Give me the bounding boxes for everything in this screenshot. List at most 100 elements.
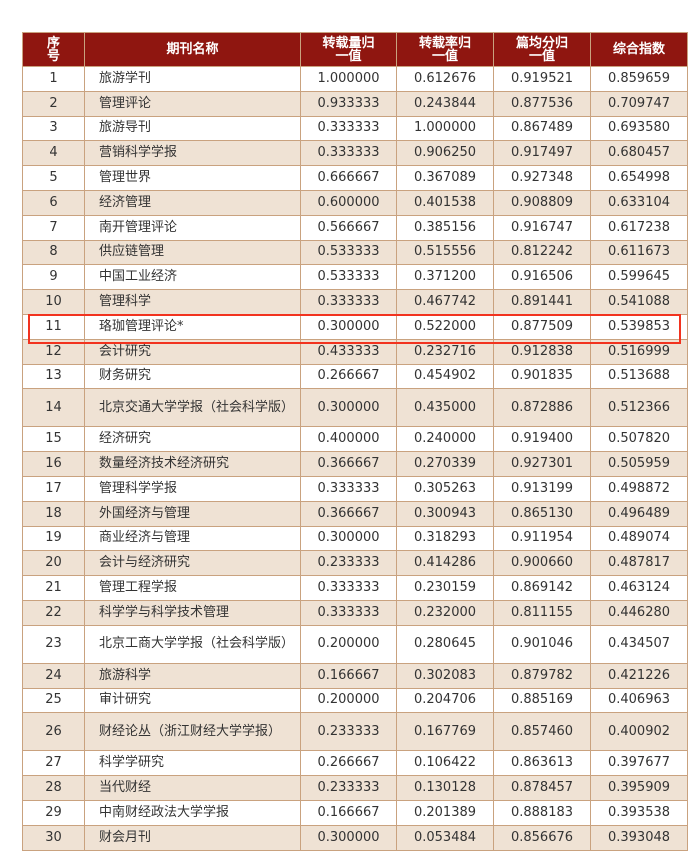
- cell-reprint-rate-norm: 0.522000: [396, 313, 494, 340]
- cell-reprint-count-norm: 0.233333: [300, 712, 397, 752]
- cell-reprint-rate-norm: 0.300943: [396, 500, 494, 527]
- cell-reprint-rate-norm: 0.435000: [396, 388, 494, 428]
- table-row: 24 旅游科学 0.166667 0.302083 0.879782 0.421226: [22, 662, 688, 689]
- cell-rank: 10: [22, 289, 85, 315]
- cell-avg-score-norm: 0.877536: [493, 90, 591, 117]
- table-row: 27 科学学研究 0.266667 0.106422 0.863613 0.397677: [22, 750, 688, 777]
- cell-reprint-count-norm: 0.533333: [300, 264, 397, 291]
- cell-journal-name: 管理科学学报: [84, 475, 301, 502]
- cell-journal-name: 财务研究: [84, 363, 301, 390]
- table-row: 28 当代财经 0.233333 0.130128 0.878457 0.395909: [22, 775, 688, 801]
- cell-reprint-count-norm: 0.333333: [300, 575, 397, 601]
- cell-reprint-rate-norm: 0.106422: [396, 750, 494, 777]
- cell-journal-name: 当代财经: [84, 775, 301, 801]
- cell-reprint-count-norm: 0.200000: [300, 624, 397, 664]
- table-row: 12 会计研究 0.433333 0.232716 0.912838 0.516999: [22, 338, 688, 365]
- cell-journal-name: 北京工商大学学报（社会科学版）: [84, 624, 301, 664]
- cell-rank: 23: [22, 624, 85, 664]
- cell-rank: 8: [22, 239, 85, 266]
- cell-journal-name: 科学学与科学技术管理: [84, 599, 301, 626]
- cell-avg-score-norm: 0.891441: [493, 289, 591, 315]
- cell-journal-name: 管理科学: [84, 289, 301, 315]
- cell-avg-score-norm: 0.879782: [493, 662, 591, 689]
- cell-rank: 20: [22, 550, 85, 577]
- cell-rank: 4: [22, 140, 85, 167]
- cell-reprint-rate-norm: 0.371200: [396, 264, 494, 291]
- cell-rank: 2: [22, 90, 85, 117]
- table-row: 7 南开管理评论 0.566667 0.385156 0.916747 0.617238: [22, 214, 688, 241]
- cell-rank: 24: [22, 662, 85, 689]
- table-row: 1 旅游学刊 1.000000 0.612676 0.919521 0.859659: [22, 66, 688, 92]
- table-row: 17 管理科学学报 0.333333 0.305263 0.913199 0.498872: [22, 475, 688, 502]
- cell-rank: 21: [22, 575, 85, 601]
- cell-avg-score-norm: 0.911954: [493, 525, 591, 552]
- table-row: 5 管理世界 0.666667 0.367089 0.927348 0.654998: [22, 165, 688, 191]
- cell-rank: 5: [22, 165, 85, 191]
- cell-composite-index: 0.859659: [590, 66, 688, 92]
- cell-avg-score-norm: 0.867489: [493, 115, 591, 142]
- cell-avg-score-norm: 0.811155: [493, 599, 591, 626]
- cell-rank: 17: [22, 475, 85, 502]
- cell-rank: 1: [22, 66, 85, 92]
- cell-avg-score-norm: 0.919400: [493, 426, 591, 453]
- table-row: 6 经济管理 0.600000 0.401538 0.908809 0.633104: [22, 189, 688, 216]
- cell-composite-index: 0.693580: [590, 115, 688, 142]
- cell-reprint-count-norm: 0.333333: [300, 599, 397, 626]
- cell-avg-score-norm: 0.878457: [493, 775, 591, 801]
- cell-reprint-rate-norm: 0.367089: [396, 165, 494, 191]
- cell-reprint-rate-norm: 0.204706: [396, 687, 494, 714]
- cell-composite-index: 0.463124: [590, 575, 688, 601]
- cell-journal-name: 经济管理: [84, 189, 301, 216]
- cell-reprint-count-norm: 0.433333: [300, 338, 397, 365]
- cell-journal-name: 中国工业经济: [84, 264, 301, 291]
- cell-reprint-rate-norm: 0.414286: [396, 550, 494, 577]
- cell-reprint-count-norm: 0.166667: [300, 799, 397, 826]
- cell-composite-index: 0.611673: [590, 239, 688, 266]
- cell-journal-name: 珞珈管理评论*: [84, 313, 301, 340]
- cell-journal-name: 供应链管理: [84, 239, 301, 266]
- cell-avg-score-norm: 0.927348: [493, 165, 591, 191]
- cell-avg-score-norm: 0.869142: [493, 575, 591, 601]
- cell-avg-score-norm: 0.900660: [493, 550, 591, 577]
- cell-rank: 29: [22, 799, 85, 826]
- cell-avg-score-norm: 0.913199: [493, 475, 591, 502]
- cell-reprint-rate-norm: 0.385156: [396, 214, 494, 241]
- cell-journal-name: 会计与经济研究: [84, 550, 301, 577]
- table-row: 10 管理科学 0.333333 0.467742 0.891441 0.541088: [22, 289, 688, 315]
- cell-reprint-count-norm: 0.300000: [300, 313, 397, 340]
- cell-composite-index: 0.633104: [590, 189, 688, 216]
- cell-composite-index: 0.505959: [590, 451, 688, 477]
- cell-reprint-rate-norm: 1.000000: [396, 115, 494, 142]
- cell-reprint-rate-norm: 0.232716: [396, 338, 494, 365]
- journal-ranking-table: 序号 期刊名称 转载量归一值 转载率归一值 篇均分归一值 综合指数 1 旅游学刊 1…: [22, 32, 688, 851]
- cell-rank: 11: [22, 313, 85, 340]
- cell-reprint-rate-norm: 0.612676: [396, 66, 494, 92]
- cell-composite-index: 0.680457: [590, 140, 688, 167]
- cell-reprint-rate-norm: 0.906250: [396, 140, 494, 167]
- cell-composite-index: 0.507820: [590, 426, 688, 453]
- cell-composite-index: 0.709747: [590, 90, 688, 117]
- header-rank: 序号: [22, 32, 85, 67]
- cell-composite-index: 0.498872: [590, 475, 688, 502]
- cell-composite-index: 0.393048: [590, 824, 688, 851]
- cell-journal-name: 北京交通大学学报（社会科学版）: [84, 388, 301, 428]
- cell-avg-score-norm: 0.908809: [493, 189, 591, 216]
- cell-composite-index: 0.599645: [590, 264, 688, 291]
- cell-journal-name: 旅游学刊: [84, 66, 301, 92]
- cell-rank: 16: [22, 451, 85, 477]
- table-row: 22 科学学与科学技术管理 0.333333 0.232000 0.811155 0.44…: [22, 599, 688, 626]
- cell-avg-score-norm: 0.916506: [493, 264, 591, 291]
- cell-journal-name: 审计研究: [84, 687, 301, 714]
- table-row: 13 财务研究 0.266667 0.454902 0.901835 0.513688: [22, 363, 688, 390]
- table-row: 16 数量经济技术经济研究 0.366667 0.270339 0.927301 0.50…: [22, 451, 688, 477]
- table-row: 23 北京工商大学学报（社会科学版） 0.200000 0.280645 0.90104…: [22, 624, 688, 664]
- table-row: 21 管理工程学报 0.333333 0.230159 0.869142 0.463124: [22, 575, 688, 601]
- table-row: 11 珞珈管理评论* 0.300000 0.522000 0.877509 0.53985…: [22, 313, 688, 340]
- cell-composite-index: 0.446280: [590, 599, 688, 626]
- cell-reprint-count-norm: 0.400000: [300, 426, 397, 453]
- cell-journal-name: 中南财经政法大学学报: [84, 799, 301, 826]
- cell-reprint-rate-norm: 0.232000: [396, 599, 494, 626]
- cell-composite-index: 0.400902: [590, 712, 688, 752]
- cell-avg-score-norm: 0.919521: [493, 66, 591, 92]
- cell-journal-name: 数量经济技术经济研究: [84, 451, 301, 477]
